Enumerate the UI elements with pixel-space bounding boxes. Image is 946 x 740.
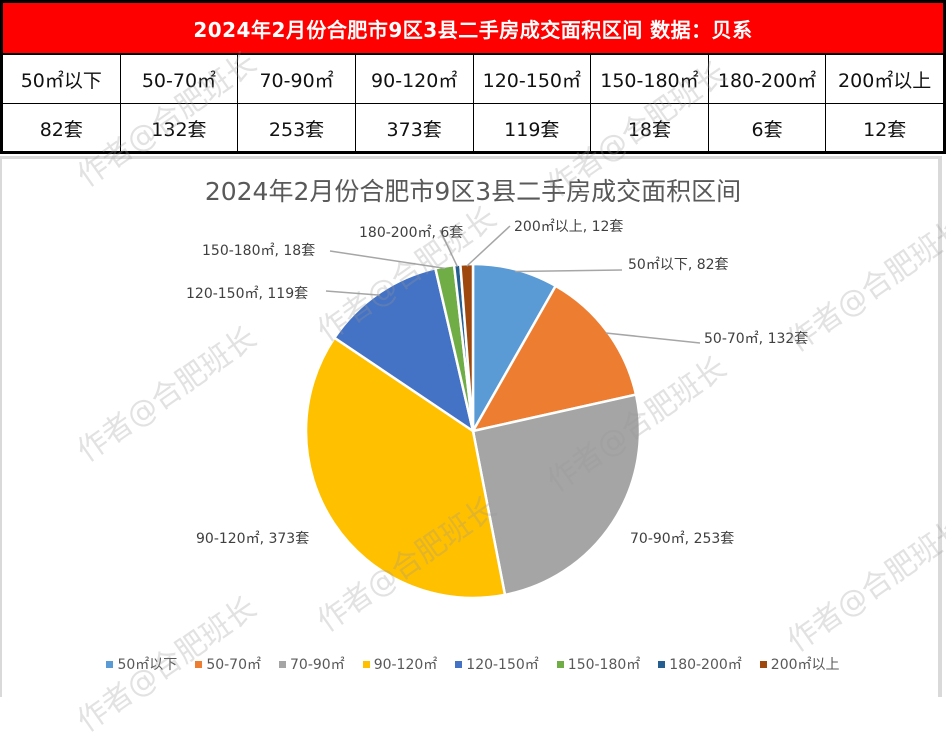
value-cell: 82套	[3, 104, 121, 152]
legend-item: 50-70㎡	[195, 654, 261, 674]
pie-slice	[471, 262, 558, 436]
value-cell: 253套	[238, 104, 356, 152]
header-cell: 50㎡以下	[3, 55, 121, 103]
data-label: 180-200㎡, 6套	[359, 225, 464, 241]
value-cell: 373套	[356, 104, 474, 152]
legend-swatch-icon	[279, 660, 286, 668]
header-cell: 90-120㎡	[356, 55, 474, 103]
legend-label: 150-180㎡	[567, 657, 641, 673]
data-table: 2024年2月份合肥市9区3县二手房成交面积区间 数据：贝系 50㎡以下 50-…	[0, 0, 946, 154]
legend-item: 200㎡以上	[759, 654, 840, 674]
leader-line	[325, 290, 380, 296]
legend-label: 180-200㎡	[669, 657, 742, 673]
legend-item: 150-180㎡	[556, 654, 641, 674]
legend-swatch-icon	[106, 660, 114, 668]
header-cell: 120-150㎡	[474, 55, 592, 103]
data-label: 120-150㎡, 119套	[186, 286, 309, 302]
legend-swatch-icon	[759, 660, 767, 668]
legend-item: 70-90㎡	[279, 654, 345, 674]
leader-line	[605, 332, 701, 344]
data-label: 200㎡以上, 12套	[514, 219, 624, 235]
value-cell: 12套	[863, 118, 907, 141]
pie-slice	[459, 262, 475, 432]
legend-swatch-icon	[556, 660, 564, 668]
leader-line	[329, 250, 446, 270]
legend-item: 180-200㎡	[658, 654, 742, 674]
legend-swatch-icon	[195, 660, 203, 668]
legend-label: 50-70㎡	[206, 657, 261, 673]
legend-label: 90-120㎡	[373, 657, 438, 673]
chart-title: 2024年2月份合肥市9区3县二手房成交面积区间	[204, 177, 742, 206]
leader-line	[466, 225, 511, 267]
chart-area	[0, 156, 942, 697]
value-cell: 18套	[591, 104, 709, 152]
chart-legend: 50㎡以下 50-70㎡ 70-90㎡ 90-120㎡ 120-150㎡ 150…	[0, 654, 946, 674]
value-cell: 132套	[121, 104, 239, 152]
pie-slice	[304, 336, 507, 600]
pie-slice	[470, 284, 638, 433]
legend-label: 120-150㎡	[466, 657, 539, 673]
leader-line	[439, 229, 459, 268]
data-label: 50-70㎡, 132套	[704, 331, 809, 347]
header-cell: 70-90㎡	[238, 55, 356, 103]
value-row: 82套 132套 253套 373套 119套 18套 6套 12套	[3, 104, 943, 152]
legend-label: 50㎡以下	[117, 657, 178, 673]
header-cell: 180-200㎡	[709, 55, 827, 103]
pie-slice	[332, 266, 475, 434]
value-cell: 119套	[474, 104, 592, 152]
value-cell: 6套	[709, 104, 827, 152]
legend-swatch-icon	[362, 660, 370, 668]
header-row: 50㎡以下 50-70㎡ 70-90㎡ 90-120㎡ 120-150㎡ 150…	[3, 55, 943, 104]
table-title: 2024年2月份合肥市9区3县二手房成交面积区间 数据：贝系	[3, 3, 943, 55]
pie-chart	[304, 225, 701, 600]
legend-swatch-icon	[455, 660, 463, 668]
legend-swatch-icon	[658, 660, 666, 668]
header-cell: 150-180㎡	[591, 55, 709, 103]
data-label: 70-90㎡, 253套	[630, 531, 735, 547]
header-cell: 200㎡以上	[838, 69, 932, 92]
legend-item: 90-120㎡	[362, 654, 438, 674]
legend-item: 120-150㎡	[455, 654, 539, 674]
leader-line	[515, 269, 623, 273]
data-label: 50㎡以下, 82套	[628, 257, 729, 273]
data-label: 90-120㎡, 373套	[196, 531, 310, 547]
header-cell: 50-70㎡	[121, 55, 239, 103]
legend-item: 50㎡以下	[106, 654, 177, 674]
legend-label: 200㎡以上	[770, 657, 840, 673]
pie-slice	[471, 393, 642, 597]
data-label: 150-180㎡, 18套	[202, 243, 316, 259]
legend-label: 70-90㎡	[290, 657, 345, 673]
